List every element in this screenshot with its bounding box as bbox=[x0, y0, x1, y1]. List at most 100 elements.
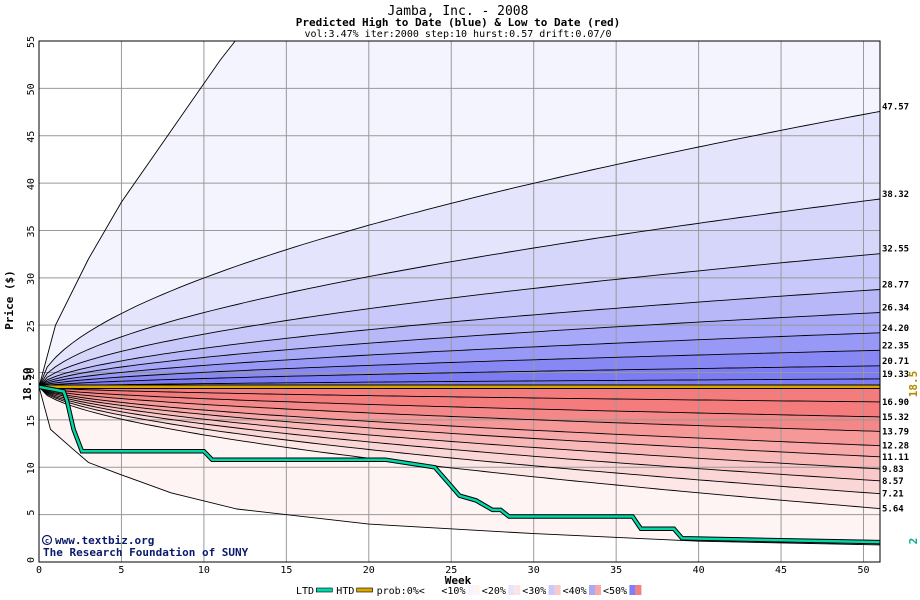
high-percentile-curve bbox=[38, 312, 881, 388]
legend-entry: <30% bbox=[522, 585, 561, 597]
chart-subtitle: Predicted High to Date (blue) & Low to D… bbox=[296, 16, 621, 29]
low-percentile-curve bbox=[38, 386, 881, 418]
legend-label: HTD bbox=[336, 586, 354, 597]
low-end-label: 9.83 bbox=[882, 465, 904, 475]
high-band-7 bbox=[39, 350, 880, 387]
x-tick-label: 50 bbox=[857, 565, 869, 576]
low-percentile-curve bbox=[38, 386, 881, 470]
y-tick-label: 20 bbox=[26, 368, 37, 380]
high-end-label: 24.20 bbox=[882, 324, 909, 334]
final-ltd-label: 2 bbox=[907, 538, 920, 545]
high-percentile-curve bbox=[38, 365, 881, 388]
chart-params: vol:3.47% iter:2000 step:10 hurst:0.57 d… bbox=[304, 29, 611, 40]
x-tick-label: 20 bbox=[363, 565, 375, 576]
low-end-label: 7.21 bbox=[882, 490, 904, 500]
chart-title: Jamba, Inc. - 2008 bbox=[388, 4, 529, 19]
x-tick-label: 15 bbox=[280, 565, 292, 576]
high-end-label: 20.71 bbox=[882, 357, 909, 367]
low-end-label: 16.90 bbox=[882, 398, 909, 408]
plot-area bbox=[38, 40, 881, 563]
high-band-6 bbox=[39, 332, 880, 387]
y-tick-label: 35 bbox=[26, 225, 37, 237]
outer-low-curve bbox=[38, 386, 881, 546]
high-percentile-curve bbox=[38, 332, 881, 388]
legend-swatch-blue bbox=[508, 585, 515, 595]
legend-entry: <40% bbox=[563, 585, 601, 597]
y-tick-label: 50 bbox=[26, 83, 37, 95]
legend-line-swatch bbox=[356, 587, 373, 593]
high-end-label: 32.55 bbox=[882, 245, 909, 255]
high-percentile-curve bbox=[38, 253, 881, 388]
low-percentile-curve bbox=[38, 386, 881, 403]
legend-line-swatch bbox=[315, 587, 333, 593]
x-tick-label: 40 bbox=[693, 565, 705, 576]
high-band-5 bbox=[39, 312, 880, 387]
watermark-org: The Research Foundation of SUNY bbox=[43, 546, 249, 559]
low-end-label: 5.64 bbox=[882, 505, 904, 515]
plot-frame bbox=[38, 40, 881, 563]
low-band-3 bbox=[39, 386, 880, 481]
legend-swatch-blue bbox=[427, 585, 434, 595]
legend-entry: <50% bbox=[603, 585, 642, 597]
low-band-4 bbox=[39, 386, 880, 469]
high-end-label: 38.32 bbox=[882, 190, 909, 200]
low-percentile-curve bbox=[38, 386, 881, 432]
legend-swatch-red bbox=[595, 585, 601, 595]
x-tick-label: 35 bbox=[610, 565, 622, 576]
y-tick-label: 30 bbox=[26, 273, 37, 285]
legend-swatch-red bbox=[554, 585, 561, 595]
axes: 0 5 10 15 20 25 30 35 40 45 50 55 0 5 10 15 20 25 30 35 40 45… bbox=[26, 36, 910, 576]
low-end-label: 8.57 bbox=[882, 477, 904, 487]
legend-label: <20% bbox=[482, 586, 506, 597]
y-tick-label: 10 bbox=[26, 462, 37, 474]
y-tick-label: 0 bbox=[26, 557, 37, 563]
low-percentile-curve bbox=[38, 386, 881, 510]
right-price-label: 18.5 bbox=[907, 371, 920, 398]
outer-high-curve bbox=[38, 40, 236, 387]
high-band-3 bbox=[39, 253, 880, 387]
x-tick-label: 10 bbox=[198, 565, 210, 576]
low-percentile-curve bbox=[38, 386, 881, 458]
copyright-icon: c bbox=[41, 534, 53, 546]
y-tick-label: 25 bbox=[26, 320, 37, 332]
y-axis-label: Price ($) bbox=[3, 270, 16, 330]
low-percentile-curve bbox=[38, 386, 881, 447]
x-tick-label: 0 bbox=[36, 565, 42, 576]
low-end-label: 15.32 bbox=[882, 413, 909, 423]
legend-swatch-red bbox=[433, 585, 440, 595]
legend-swatch-red bbox=[514, 585, 521, 595]
high-end-label: 47.57 bbox=[882, 102, 909, 112]
low-end-label: 11.11 bbox=[882, 453, 909, 463]
high-end-label: 19.33 bbox=[882, 370, 909, 380]
low-band-6 bbox=[39, 386, 880, 446]
low-percentile-curve bbox=[38, 386, 881, 495]
high-percentile-curve bbox=[38, 378, 880, 388]
low-end-label: 12.28 bbox=[882, 442, 909, 452]
legend-entry: <10% bbox=[441, 585, 480, 597]
high-band-8 bbox=[39, 365, 880, 387]
legend-swatch-blue bbox=[629, 585, 636, 595]
legend-swatch-blue bbox=[589, 585, 595, 595]
high-percentile-curve bbox=[38, 110, 881, 387]
legend-label: <10% bbox=[441, 586, 465, 597]
high-band-4 bbox=[39, 289, 880, 387]
low-band-8 bbox=[39, 386, 880, 417]
high-end-label: 22.35 bbox=[882, 341, 909, 351]
legend-label: <30% bbox=[522, 586, 546, 597]
high-band-1 bbox=[39, 111, 880, 387]
x-axis-label: Week bbox=[445, 574, 472, 587]
x-tick-label: 30 bbox=[528, 565, 540, 576]
high-end-label: 26.34 bbox=[882, 303, 910, 313]
watermark-url: www.textbiz.org bbox=[55, 534, 154, 547]
legend: LTD HTD prob:0%< <10% <20% <30% <40% <50% bbox=[296, 585, 642, 597]
high-band-2 bbox=[39, 199, 880, 387]
legend-swatch-red bbox=[473, 585, 480, 595]
y-tick-label: 55 bbox=[26, 36, 37, 48]
x-tick-label: 25 bbox=[445, 565, 457, 576]
legend-entry: LTD bbox=[296, 586, 333, 597]
high-end-label: 28.77 bbox=[882, 280, 909, 290]
low-band-center bbox=[39, 386, 880, 402]
low-band-1 bbox=[39, 386, 880, 509]
low-percentile-curve bbox=[38, 386, 881, 482]
